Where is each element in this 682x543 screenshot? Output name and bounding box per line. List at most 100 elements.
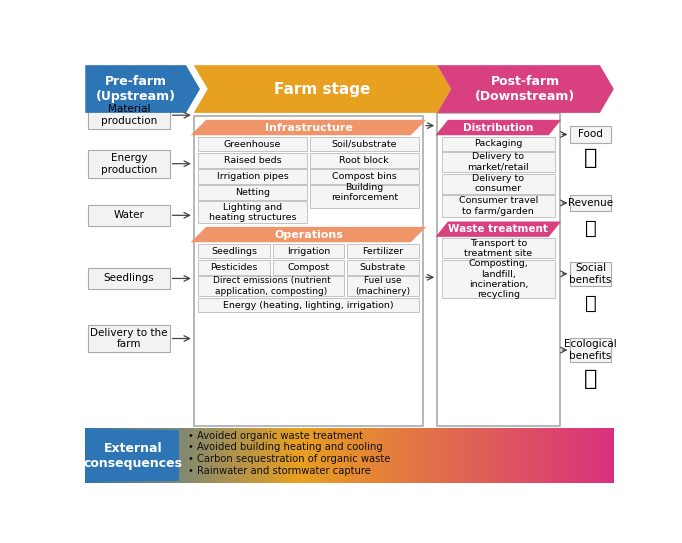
Bar — [426, 428, 428, 483]
Bar — [538, 428, 541, 483]
Text: Material
production: Material production — [101, 104, 157, 126]
Bar — [508, 428, 511, 483]
Bar — [209, 428, 211, 483]
Bar — [494, 428, 496, 483]
Bar — [591, 428, 593, 483]
Bar — [362, 428, 364, 483]
Text: Ecological
benefits: Ecological benefits — [564, 339, 617, 361]
Bar — [481, 428, 484, 483]
Bar — [399, 428, 402, 483]
Bar — [604, 428, 606, 483]
Text: Lighting and
heating structures: Lighting and heating structures — [209, 203, 297, 222]
Bar — [342, 428, 345, 483]
FancyBboxPatch shape — [442, 174, 555, 194]
Bar — [367, 428, 370, 483]
FancyBboxPatch shape — [346, 244, 419, 258]
Bar — [279, 428, 282, 483]
Bar — [336, 428, 338, 483]
Bar — [447, 428, 449, 483]
Bar — [557, 428, 560, 483]
Bar — [480, 428, 482, 483]
Bar — [306, 428, 308, 483]
Bar — [372, 428, 375, 483]
Bar — [320, 428, 322, 483]
Text: 👥: 👥 — [584, 294, 597, 313]
Bar — [327, 428, 329, 483]
Bar — [506, 428, 509, 483]
Bar — [136, 428, 139, 483]
Bar — [161, 428, 164, 483]
Bar — [524, 428, 527, 483]
Bar — [184, 428, 186, 483]
Bar — [300, 428, 303, 483]
Bar — [133, 428, 135, 483]
Bar — [164, 428, 167, 483]
Text: Netting: Netting — [235, 188, 270, 197]
Polygon shape — [194, 65, 451, 113]
Bar — [489, 428, 491, 483]
Bar — [357, 428, 359, 483]
Bar — [381, 428, 384, 483]
Bar — [575, 428, 578, 483]
Bar — [270, 428, 273, 483]
FancyBboxPatch shape — [87, 430, 179, 481]
Bar — [552, 428, 554, 483]
Bar — [273, 428, 276, 483]
Text: • Avoided building heating and cooling: • Avoided building heating and cooling — [188, 443, 383, 452]
Text: Energy (heating, lighting, irrigation): Energy (heating, lighting, irrigation) — [223, 300, 394, 310]
Bar — [286, 428, 288, 483]
FancyBboxPatch shape — [570, 262, 610, 286]
Bar — [396, 428, 398, 483]
Bar — [459, 428, 461, 483]
Bar — [490, 428, 493, 483]
Text: Post-farm
(Downstream): Post-farm (Downstream) — [475, 75, 576, 103]
Bar — [318, 428, 321, 483]
FancyBboxPatch shape — [89, 150, 170, 178]
Bar — [542, 428, 544, 483]
Bar — [598, 428, 600, 483]
FancyBboxPatch shape — [442, 195, 555, 217]
Bar — [299, 428, 301, 483]
Bar — [249, 428, 252, 483]
Bar — [194, 428, 197, 483]
Bar — [193, 428, 195, 483]
Bar — [246, 428, 248, 483]
FancyBboxPatch shape — [198, 298, 419, 312]
Bar — [450, 428, 452, 483]
Bar — [235, 428, 237, 483]
Bar — [203, 428, 206, 483]
Bar — [607, 428, 609, 483]
Bar — [554, 428, 557, 483]
Bar — [224, 428, 227, 483]
Bar — [325, 428, 327, 483]
Bar — [152, 428, 155, 483]
Bar — [226, 428, 228, 483]
FancyBboxPatch shape — [442, 137, 555, 150]
Bar — [487, 428, 490, 483]
Text: Compost: Compost — [287, 263, 329, 272]
FancyBboxPatch shape — [89, 102, 170, 129]
Bar — [168, 428, 170, 483]
Bar — [599, 428, 602, 483]
Bar — [413, 428, 415, 483]
Text: Composting,
landfill,
incineration,
recycling: Composting, landfill, incineration, recy… — [469, 259, 528, 299]
Bar — [155, 428, 158, 483]
Bar — [612, 428, 614, 483]
FancyBboxPatch shape — [346, 260, 419, 275]
Bar — [104, 428, 107, 483]
Bar — [205, 428, 207, 483]
Bar — [218, 428, 220, 483]
Bar — [172, 428, 174, 483]
Bar — [254, 428, 257, 483]
Bar — [383, 428, 385, 483]
Bar — [233, 428, 236, 483]
Bar — [198, 428, 201, 483]
Bar — [260, 428, 262, 483]
FancyBboxPatch shape — [198, 244, 270, 258]
Bar — [572, 428, 574, 483]
Bar — [520, 428, 523, 483]
Bar — [568, 428, 571, 483]
Text: 🌿: 🌿 — [584, 369, 597, 389]
Bar — [145, 428, 148, 483]
Bar — [189, 428, 192, 483]
